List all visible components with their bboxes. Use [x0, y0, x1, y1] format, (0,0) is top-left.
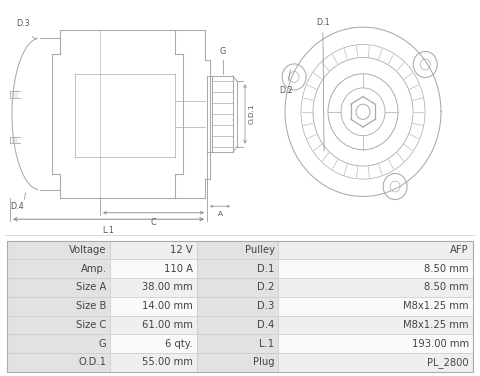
- Bar: [7, 315, 110, 334]
- Text: 8.50 mm: 8.50 mm: [424, 282, 469, 293]
- Text: 193.00 mm: 193.00 mm: [412, 339, 469, 349]
- Text: Plug: Plug: [253, 358, 275, 367]
- Bar: [7, 259, 110, 278]
- Bar: [7, 241, 110, 259]
- Bar: [110, 297, 197, 315]
- Text: 38.00 mm: 38.00 mm: [143, 282, 193, 293]
- Bar: [278, 241, 473, 259]
- Text: D.4: D.4: [257, 320, 275, 330]
- Text: D.3: D.3: [257, 301, 275, 311]
- Text: M8x1.25 mm: M8x1.25 mm: [404, 301, 469, 311]
- Text: L.1: L.1: [259, 339, 275, 349]
- Text: Amp.: Amp.: [81, 264, 107, 274]
- Bar: [278, 315, 473, 334]
- Bar: [110, 353, 197, 372]
- Bar: [110, 315, 197, 334]
- Text: 55.00 mm: 55.00 mm: [142, 358, 193, 367]
- Bar: [110, 259, 197, 278]
- Text: O.D.1: O.D.1: [249, 104, 255, 124]
- Text: G: G: [99, 339, 107, 349]
- Bar: [197, 334, 278, 353]
- Text: 110 A: 110 A: [164, 264, 193, 274]
- Text: 61.00 mm: 61.00 mm: [142, 320, 193, 330]
- Text: O.D.1: O.D.1: [79, 358, 107, 367]
- Bar: [7, 278, 110, 297]
- Bar: [278, 259, 473, 278]
- Bar: [110, 334, 197, 353]
- Text: C: C: [151, 218, 156, 227]
- Bar: [110, 241, 197, 259]
- Text: Size A: Size A: [76, 282, 107, 293]
- Text: G: G: [219, 47, 226, 56]
- Bar: [197, 353, 278, 372]
- Bar: [278, 353, 473, 372]
- Text: 8.50 mm: 8.50 mm: [424, 264, 469, 274]
- Bar: [197, 278, 278, 297]
- Text: D.1: D.1: [316, 18, 330, 151]
- Bar: [197, 241, 278, 259]
- Text: D.2: D.2: [257, 282, 275, 293]
- Text: A: A: [217, 211, 223, 217]
- Bar: [110, 278, 197, 297]
- Text: D.4: D.4: [10, 202, 24, 211]
- Bar: [278, 297, 473, 315]
- Text: 14.00 mm: 14.00 mm: [142, 301, 193, 311]
- Text: M8x1.25 mm: M8x1.25 mm: [404, 320, 469, 330]
- Text: PL_2800: PL_2800: [427, 357, 469, 368]
- Text: Pulley: Pulley: [244, 245, 275, 255]
- Text: D.1: D.1: [257, 264, 275, 274]
- Text: D.2: D.2: [279, 70, 293, 95]
- Text: L.1: L.1: [103, 226, 114, 235]
- Bar: [278, 278, 473, 297]
- Text: Voltage: Voltage: [69, 245, 107, 255]
- Text: Size C: Size C: [76, 320, 107, 330]
- Text: 6 qty.: 6 qty.: [166, 339, 193, 349]
- Bar: [7, 297, 110, 315]
- Bar: [278, 334, 473, 353]
- Text: D.3: D.3: [16, 20, 30, 28]
- Text: 12 V: 12 V: [170, 245, 193, 255]
- Text: AFP: AFP: [450, 245, 469, 255]
- Bar: [7, 334, 110, 353]
- Bar: [197, 259, 278, 278]
- Bar: [197, 315, 278, 334]
- Text: Size B: Size B: [76, 301, 107, 311]
- Bar: [197, 297, 278, 315]
- Bar: [7, 353, 110, 372]
